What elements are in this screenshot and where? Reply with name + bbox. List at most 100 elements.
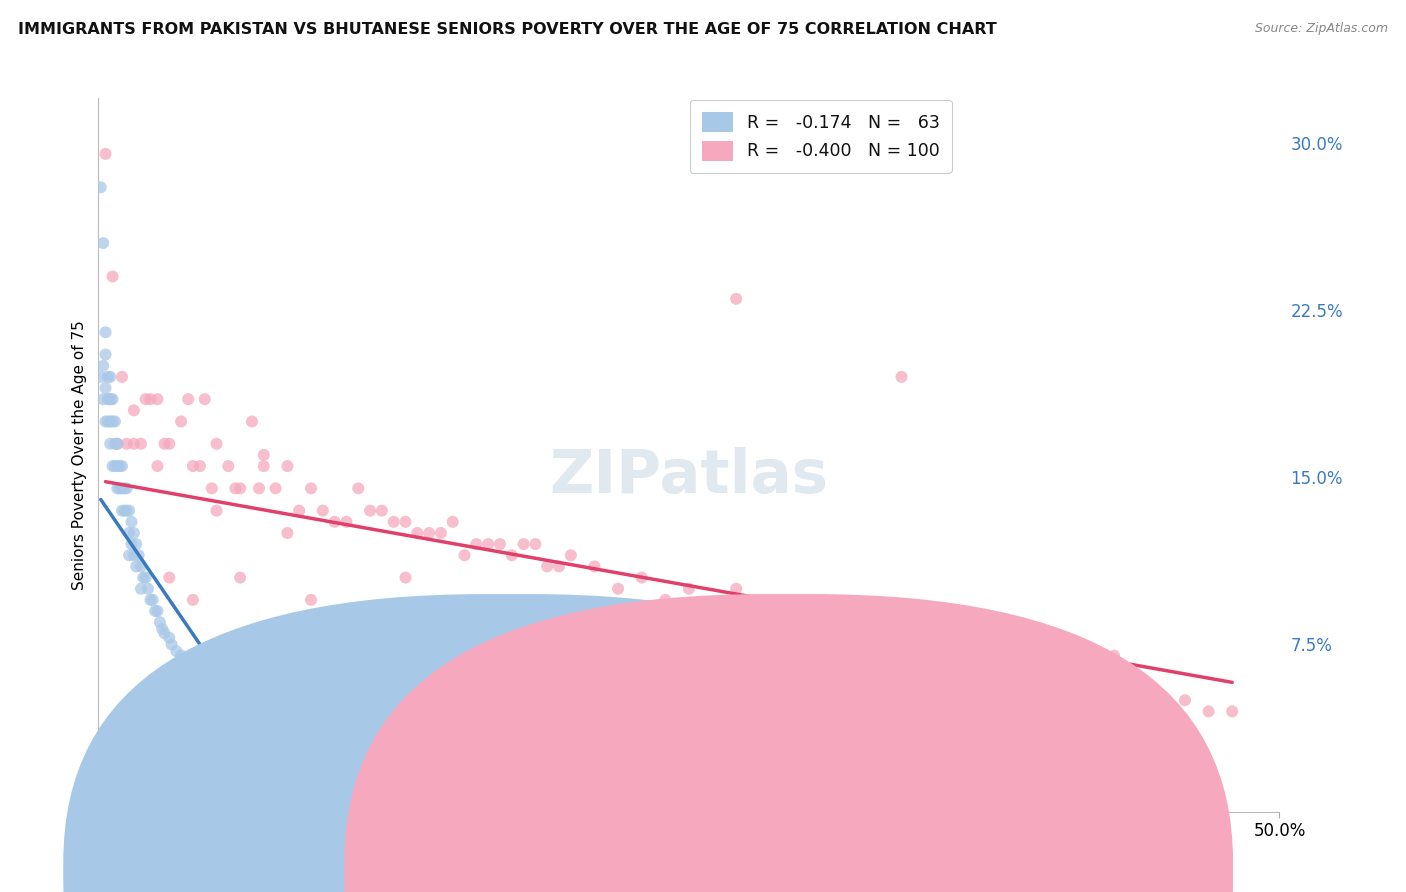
- Point: [118, 526, 141, 541]
- Point: [97, 414, 120, 429]
- Point: [165, 644, 187, 658]
- Point: [129, 582, 152, 596]
- Point: [796, 615, 818, 630]
- Point: [229, 482, 252, 496]
- Point: [1198, 705, 1220, 719]
- Point: [90, 180, 112, 194]
- Point: [465, 537, 488, 551]
- Point: [149, 615, 172, 630]
- Point: [143, 604, 166, 618]
- Point: [90, 369, 112, 384]
- Point: [118, 503, 141, 517]
- Point: [157, 436, 180, 450]
- Point: [630, 615, 652, 630]
- Point: [1126, 681, 1149, 696]
- Point: [678, 582, 700, 596]
- Point: [748, 604, 770, 618]
- Point: [224, 482, 246, 496]
- Point: [702, 604, 724, 618]
- Point: [382, 515, 405, 529]
- Point: [560, 548, 582, 563]
- Point: [153, 626, 176, 640]
- Point: [299, 592, 322, 607]
- Point: [264, 482, 287, 496]
- Point: [512, 604, 534, 618]
- Point: [105, 482, 128, 496]
- Point: [524, 537, 547, 551]
- Point: [725, 582, 748, 596]
- Y-axis label: Seniors Poverty Over the Age of 75: Seniors Poverty Over the Age of 75: [72, 320, 87, 590]
- Point: [112, 503, 135, 517]
- Point: [866, 626, 889, 640]
- Text: ZIPatlas: ZIPatlas: [550, 447, 828, 506]
- Point: [201, 482, 224, 496]
- Point: [453, 548, 475, 563]
- Point: [276, 526, 298, 541]
- Point: [536, 559, 558, 574]
- Point: [501, 548, 523, 563]
- Point: [136, 582, 159, 596]
- Point: [607, 582, 630, 596]
- Point: [98, 392, 121, 407]
- Point: [890, 626, 912, 640]
- Point: [181, 660, 204, 674]
- Point: [153, 436, 176, 450]
- Point: [194, 392, 217, 407]
- Point: [101, 459, 124, 474]
- Point: [118, 548, 141, 563]
- Point: [121, 515, 143, 529]
- Point: [98, 414, 121, 429]
- Point: [276, 459, 298, 474]
- Point: [170, 648, 193, 663]
- Point: [177, 392, 200, 407]
- Point: [359, 503, 381, 517]
- Point: [406, 526, 429, 541]
- Point: [122, 436, 145, 450]
- Point: [548, 559, 571, 574]
- Point: [430, 526, 453, 541]
- Point: [150, 622, 173, 636]
- Point: [104, 414, 127, 429]
- Point: [583, 559, 606, 574]
- Point: [139, 392, 162, 407]
- Point: [984, 660, 1007, 674]
- Point: [772, 604, 794, 618]
- Point: [1008, 626, 1031, 640]
- Point: [1174, 693, 1197, 707]
- Point: [914, 637, 936, 651]
- Point: [312, 503, 335, 517]
- Point: [1102, 681, 1125, 696]
- Point: [1220, 705, 1243, 719]
- Point: [188, 459, 211, 474]
- Point: [132, 571, 155, 585]
- Point: [160, 637, 183, 651]
- Point: [247, 482, 270, 496]
- Point: [866, 637, 889, 651]
- Point: [104, 459, 127, 474]
- Text: Bhutanese: Bhutanese: [818, 864, 900, 879]
- Point: [91, 236, 114, 251]
- Point: [91, 392, 114, 407]
- Text: Source: ZipAtlas.com: Source: ZipAtlas.com: [1254, 22, 1388, 36]
- Point: [101, 269, 124, 284]
- Point: [108, 482, 131, 496]
- Point: [98, 436, 121, 450]
- Point: [844, 626, 866, 640]
- Point: [512, 537, 534, 551]
- Point: [347, 482, 370, 496]
- Point: [135, 571, 157, 585]
- Point: [240, 414, 263, 429]
- Point: [101, 414, 124, 429]
- Point: [229, 571, 252, 585]
- Point: [205, 503, 228, 517]
- Point: [181, 459, 204, 474]
- Point: [418, 526, 440, 541]
- Point: [98, 369, 121, 384]
- Point: [157, 571, 180, 585]
- Point: [112, 482, 135, 496]
- Point: [299, 482, 322, 496]
- Point: [146, 392, 169, 407]
- Point: [101, 392, 124, 407]
- Point: [253, 459, 276, 474]
- Point: [174, 653, 197, 667]
